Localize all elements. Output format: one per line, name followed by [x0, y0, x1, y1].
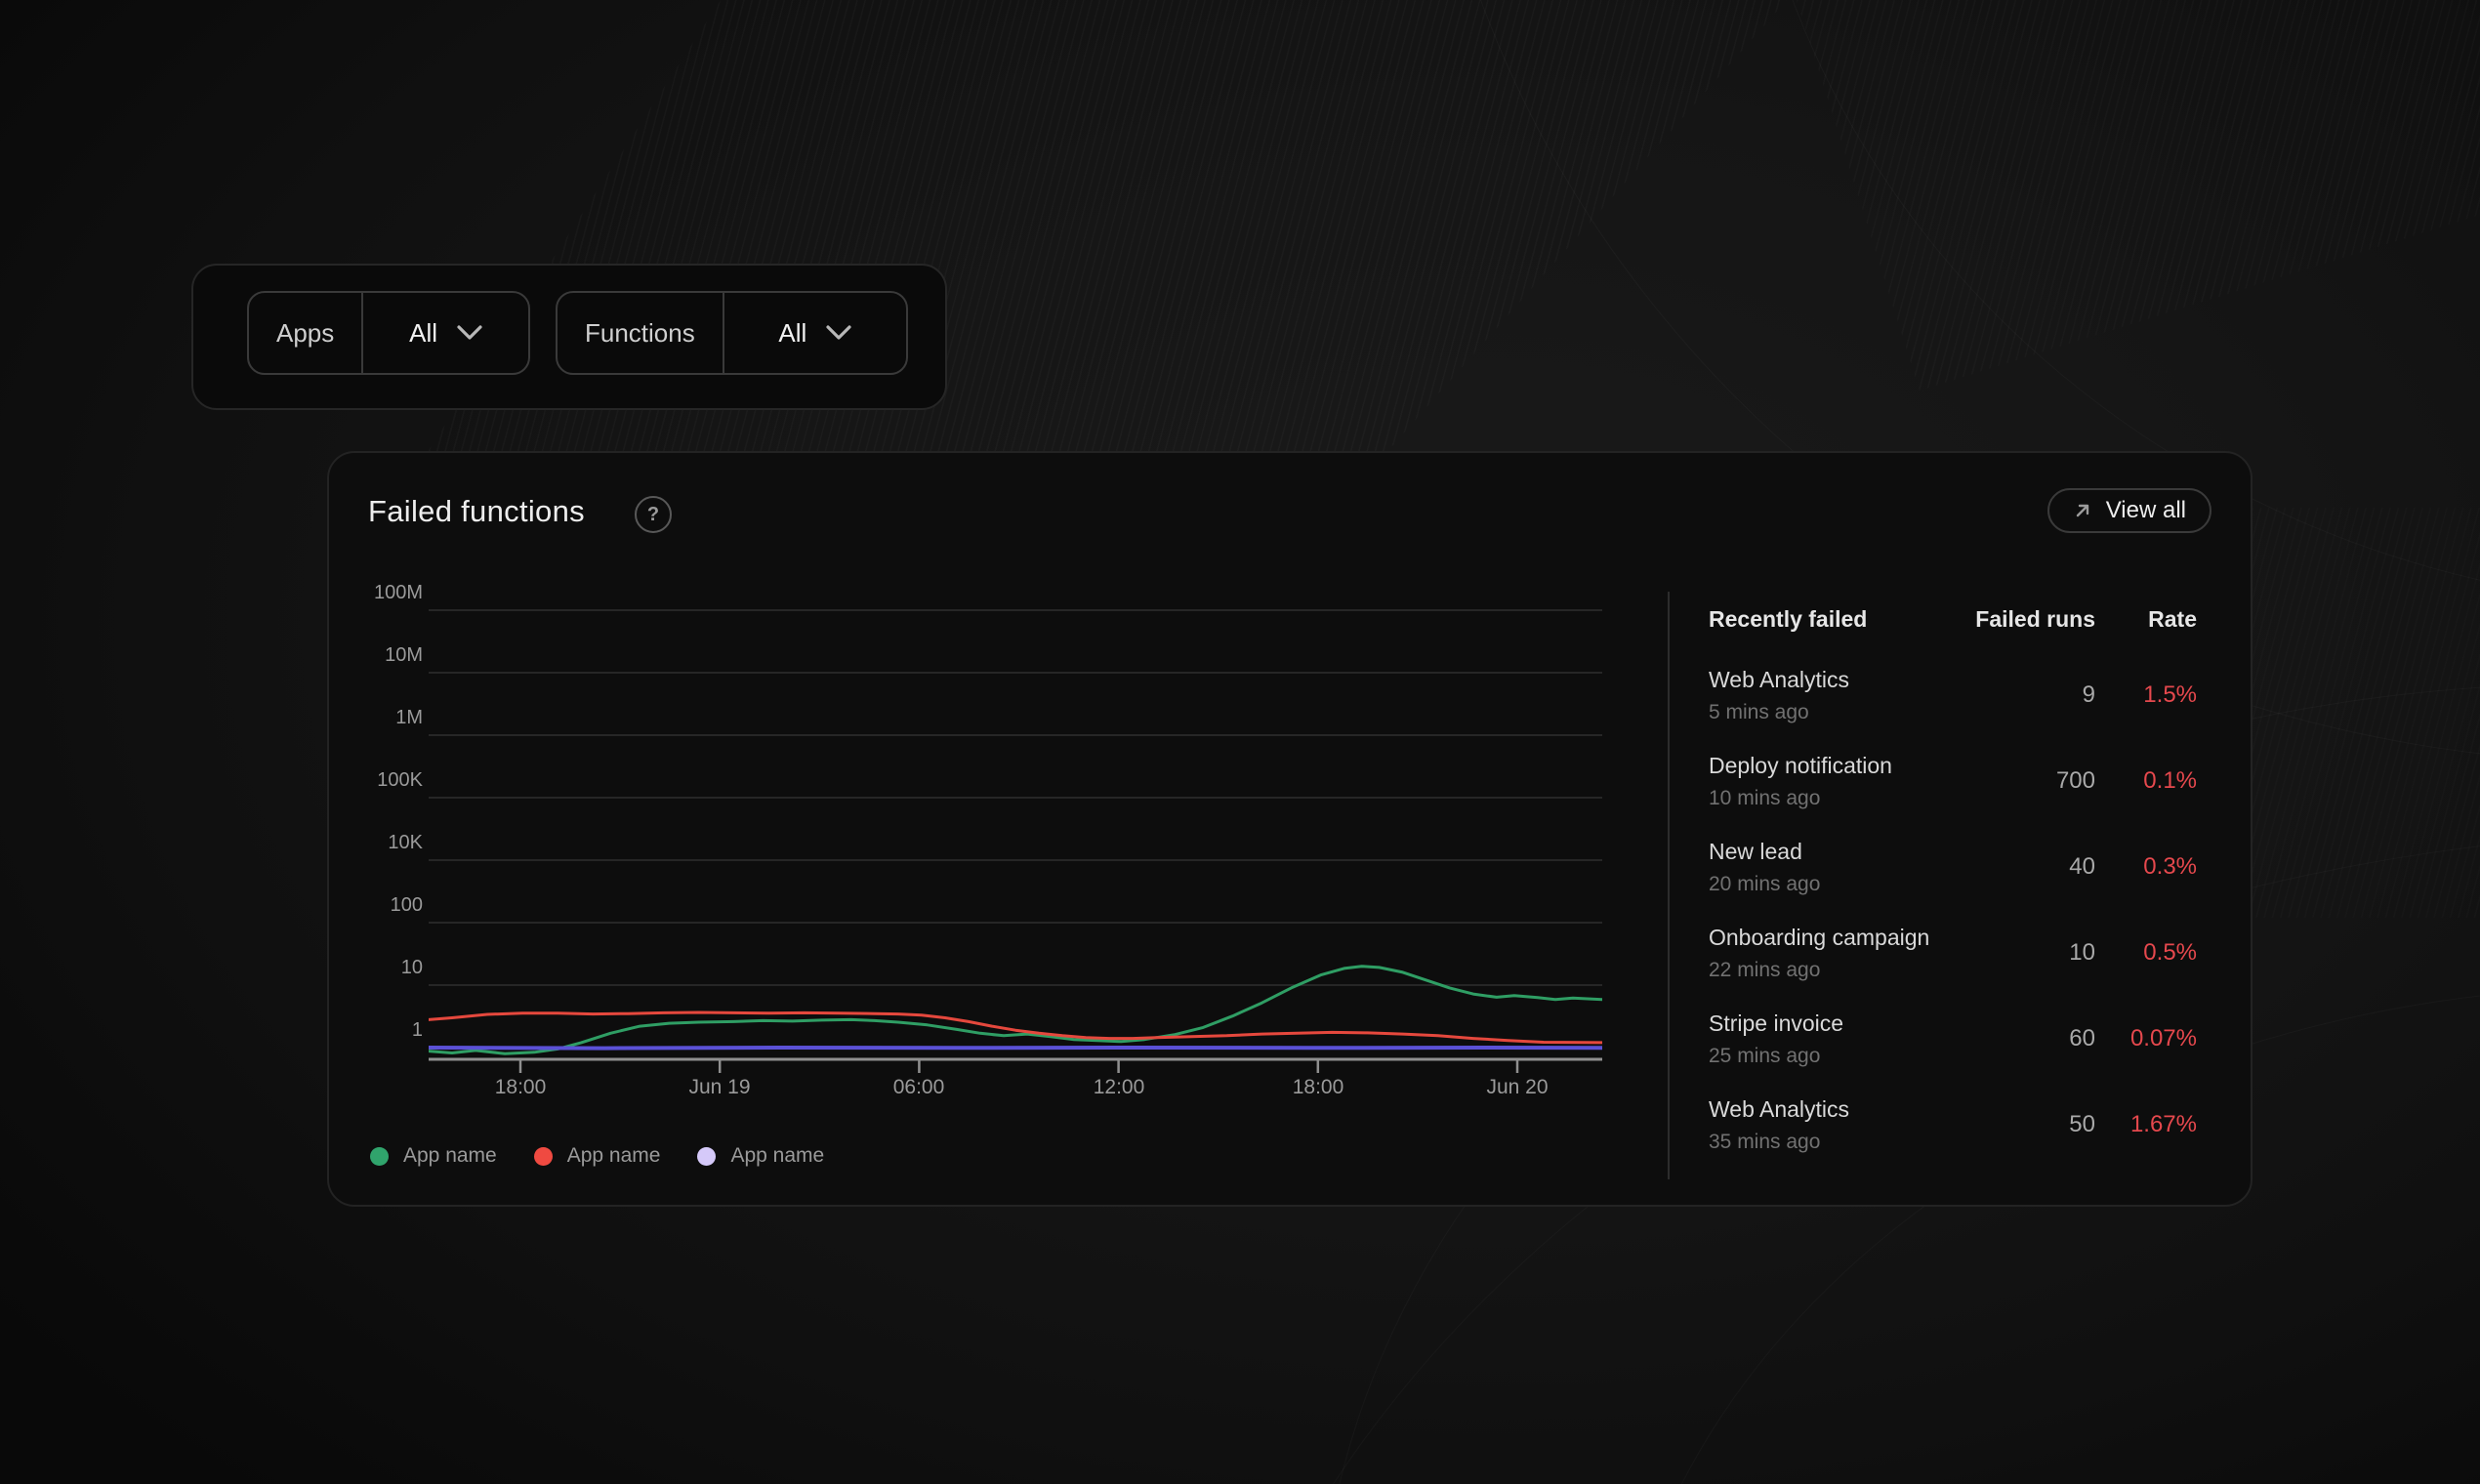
failed-runs-value: 50	[2069, 1111, 2095, 1137]
table-row[interactable]: Web Analytics 5 mins ago 9 1.5%	[1709, 652, 2197, 738]
table-row[interactable]: Web Analytics 35 mins ago 50 1.67%	[1709, 1082, 2197, 1168]
legend-item[interactable]: App name	[533, 1144, 660, 1168]
y-axis-tick: 10K	[388, 832, 423, 853]
recently-failed-table: Recently failed Failed runs Rate Web Ana…	[1709, 601, 2197, 1168]
function-name: Web Analytics	[1709, 1095, 1850, 1122]
functions-filter-value: All	[778, 317, 807, 348]
rate-value: 0.1%	[2143, 767, 2197, 794]
rate-value: 1.67%	[2129, 1111, 2197, 1137]
legend-item[interactable]: App name	[370, 1144, 497, 1168]
apps-filter-dropdown[interactable]: All	[363, 293, 528, 373]
bg-stripe-texture	[2236, 508, 2480, 918]
filter-bar: Apps All Functions All	[191, 264, 947, 410]
failed-runs-value: 10	[2069, 939, 2095, 966]
view-all-button[interactable]: View all	[2046, 488, 2211, 533]
header-failed-runs: Failed runs	[1975, 605, 2095, 632]
apps-filter: Apps All	[247, 291, 530, 375]
function-time: 35 mins ago	[1709, 1130, 1821, 1153]
y-axis-tick: 10M	[385, 644, 423, 666]
header-recently-failed: Recently failed	[1709, 605, 1868, 632]
legend-dot-lavender	[697, 1146, 717, 1166]
function-time: 25 mins ago	[1709, 1044, 1821, 1067]
rate-value: 0.3%	[2143, 853, 2197, 880]
bg-stripe-texture	[1797, 0, 2480, 391]
y-axis-tick: 100K	[377, 769, 423, 791]
table-row[interactable]: Deploy notification 10 mins ago 700 0.1%	[1709, 738, 2197, 824]
failed-runs-value: 9	[2082, 681, 2095, 708]
y-axis-tick: 100	[390, 894, 423, 916]
function-time: 20 mins ago	[1709, 872, 1821, 895]
apps-filter-value: All	[409, 317, 438, 348]
functions-filter: Functions All	[556, 291, 908, 375]
function-name: Web Analytics	[1709, 666, 1850, 692]
functions-filter-dropdown[interactable]: All	[724, 293, 906, 373]
legend-dot-red	[533, 1146, 553, 1166]
table-row[interactable]: New lead 20 mins ago 40 0.3%	[1709, 824, 2197, 910]
card-title: Failed functions	[368, 494, 585, 528]
function-name: Onboarding campaign	[1709, 924, 1930, 950]
table-row[interactable]: Onboarding campaign 22 mins ago 10 0.5%	[1709, 910, 2197, 996]
failed-runs-value: 700	[2055, 767, 2095, 794]
vertical-divider	[1668, 592, 1670, 1179]
header-rate: Rate	[2148, 605, 2197, 632]
x-axis-tick: 06:00	[892, 1076, 945, 1098]
failed-runs-value: 60	[2069, 1025, 2095, 1051]
function-time: 5 mins ago	[1709, 700, 1809, 723]
function-time: 22 mins ago	[1709, 958, 1821, 981]
function-name: Deploy notification	[1709, 752, 1892, 778]
chevron-down-icon	[826, 325, 851, 340]
rate-value: 0.5%	[2143, 939, 2197, 966]
rate-value: 1.5%	[2143, 681, 2197, 708]
x-axis-tick: Jun 20	[1486, 1076, 1549, 1098]
y-axis-tick: 1M	[395, 707, 423, 728]
function-time: 10 mins ago	[1709, 786, 1821, 809]
y-axis-tick: 1	[411, 1019, 423, 1041]
function-name: Stripe invoice	[1709, 1010, 1844, 1036]
failed-runs-value: 40	[2069, 853, 2095, 880]
x-axis-tick: Jun 19	[688, 1076, 751, 1098]
table-row[interactable]: Stripe invoice 25 mins ago 60 0.07%	[1709, 996, 2197, 1082]
y-axis-tick: 100M	[373, 582, 423, 603]
functions-filter-label: Functions	[558, 293, 724, 373]
failed-functions-card: Failed functions ? View all 100M 10M 1M …	[327, 451, 2253, 1207]
help-icon[interactable]: ?	[635, 496, 672, 533]
function-name: New lead	[1709, 838, 1802, 864]
legend-item[interactable]: App name	[697, 1144, 824, 1168]
legend-dot-green	[370, 1146, 389, 1166]
arrow-up-right-icon	[2076, 504, 2088, 517]
table-header: Recently failed Failed runs Rate	[1709, 601, 2197, 637]
rate-value: 0.07%	[2129, 1025, 2197, 1051]
x-axis-tick: 12:00	[1093, 1076, 1145, 1098]
x-axis-tick: 18:00	[1292, 1076, 1344, 1098]
chart-legend: App name App name App name	[370, 1144, 824, 1168]
chart-svg	[429, 609, 1602, 1073]
chevron-down-icon	[457, 325, 482, 340]
apps-filter-label: Apps	[249, 293, 364, 373]
x-axis-tick: 18:00	[494, 1076, 547, 1098]
y-axis-tick: 10	[400, 957, 423, 978]
